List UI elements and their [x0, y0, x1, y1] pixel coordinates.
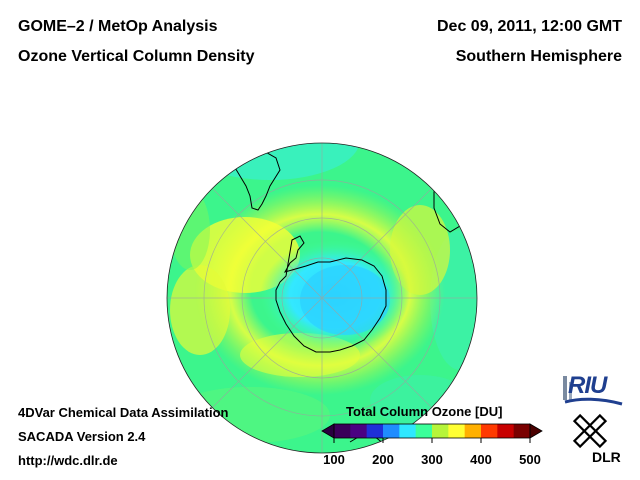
riu-logo-text: RIU [568, 372, 607, 399]
colorbar-segment [350, 424, 368, 438]
colorbar-segment [497, 424, 515, 438]
colorbar-segment [448, 424, 466, 438]
colorbar-tick-label: 500 [519, 452, 541, 467]
colorbar-segment [399, 424, 417, 438]
title-quantity: Ozone Vertical Column Density [18, 48, 255, 65]
version-label: SACADA Version 2.4 [18, 429, 146, 444]
antarctica-coast [275, 235, 387, 353]
colorbar-tick-label: 300 [421, 452, 443, 467]
colorbar-high-arrow [529, 423, 543, 439]
colorbar-segment [481, 424, 498, 438]
graticule [167, 143, 477, 453]
colorbar-segment [513, 424, 531, 438]
globe-outline [166, 142, 478, 454]
colorbar-segment [366, 424, 384, 438]
dlr-logo-text: DLR [592, 449, 621, 465]
region-label: Southern Hemisphere [455, 48, 622, 65]
url-link[interactable]: http://wdc.dlr.de [18, 453, 118, 468]
ozone-field [167, 143, 477, 453]
colorbar-title: Total Column Ozone [DU] [346, 404, 503, 419]
colorbar [321, 423, 543, 443]
colorbar-segment [415, 424, 433, 438]
colorbar-segment [383, 424, 400, 438]
colorbar-segment [432, 424, 449, 438]
method-label: 4DVar Chemical Data Assimilation [18, 405, 229, 420]
colorbar-segment [334, 424, 351, 438]
colorbar-tick-label: 400 [470, 452, 492, 467]
colorbar-tick-label: 100 [323, 452, 345, 467]
dlr-logo [572, 413, 608, 449]
date-label: Dec 09, 2011, 12:00 GMT [437, 18, 622, 35]
colorbar-tick-label: 200 [372, 452, 394, 467]
title-instrument: GOME–2 / MetOp Analysis [18, 18, 218, 35]
colorbar-segment [464, 424, 482, 438]
riu-mark [563, 376, 623, 406]
